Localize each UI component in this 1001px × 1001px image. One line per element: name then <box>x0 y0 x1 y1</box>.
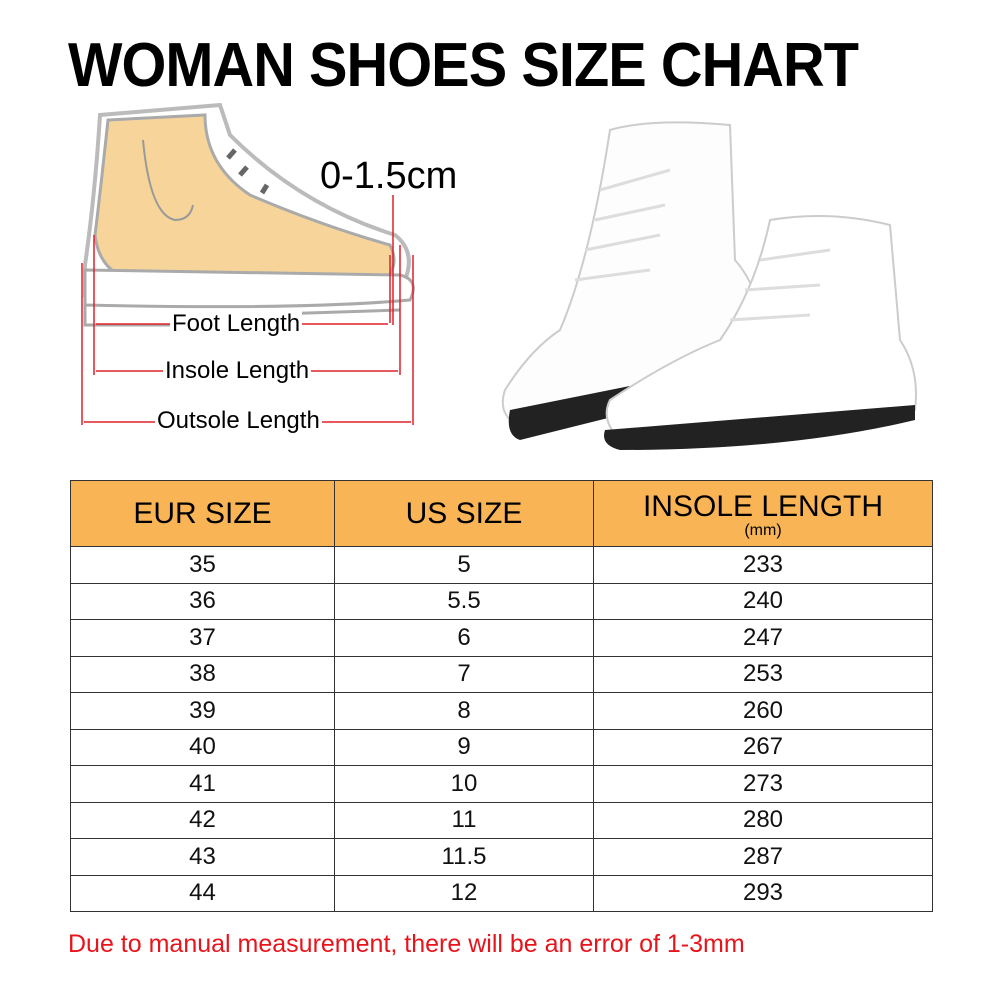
insole-length-cell: 260 <box>593 692 933 730</box>
header-eur-size: EUR SIZE <box>70 480 335 547</box>
outsole-length-label: Outsole Length <box>155 407 322 435</box>
table-row: 42 11 280 <box>70 801 933 839</box>
insole-length-cell: 267 <box>593 728 933 766</box>
table-row: 37 6 247 <box>70 619 933 657</box>
header-insole-length-label: INSOLE LENGTH <box>642 489 884 523</box>
measurement-error-note: Due to manual measurement, there will be… <box>68 930 745 958</box>
eur-size-cell: 38 <box>70 655 335 693</box>
table-row: 44 12 293 <box>70 874 933 912</box>
foot-length-label: Foot Length <box>170 310 303 338</box>
table-row: 43 11.5 287 <box>70 838 933 876</box>
insole-length-cell: 233 <box>593 546 933 584</box>
eur-size-cell: 39 <box>70 692 335 730</box>
table-row: 40 9 267 <box>70 728 933 766</box>
table-header-row: EUR SIZE US SIZE INSOLE LENGTH (mm) <box>70 480 933 547</box>
us-size-cell: 5 <box>334 546 594 584</box>
white-sneakers-image <box>501 121 917 450</box>
us-size-cell: 9 <box>334 728 594 766</box>
header-insole-length: INSOLE LENGTH (mm) <box>593 480 933 547</box>
insole-length-cell: 240 <box>593 582 933 620</box>
header-unit: (mm) <box>744 521 782 539</box>
eur-size-cell: 43 <box>70 838 335 876</box>
eur-size-cell: 41 <box>70 765 335 803</box>
eur-size-cell: 44 <box>70 874 335 912</box>
insole-length-cell: 293 <box>593 874 933 912</box>
size-chart-table: EUR SIZE US SIZE INSOLE LENGTH (mm) 35 5 23… <box>70 480 933 912</box>
eur-size-cell: 40 <box>70 728 335 766</box>
us-size-cell: 5.5 <box>334 582 594 620</box>
us-size-cell: 11 <box>334 801 594 839</box>
table-row: 38 7 253 <box>70 655 933 693</box>
table-row: 36 5.5 240 <box>70 582 933 620</box>
us-size-cell: 7 <box>334 655 594 693</box>
eur-size-cell: 42 <box>70 801 335 839</box>
eur-size-cell: 36 <box>70 582 335 620</box>
header-us-size: US SIZE <box>334 480 594 547</box>
page-title: WOMAN SHOES SIZE CHART <box>68 31 859 100</box>
us-size-cell: 10 <box>334 765 594 803</box>
insole-length-cell: 253 <box>593 655 933 693</box>
toe-allowance-label: 0-1.5cm <box>320 155 458 197</box>
table-row: 39 8 260 <box>70 692 933 730</box>
insole-length-cell: 280 <box>593 801 933 839</box>
foot-in-shoe-illustration <box>81 102 415 425</box>
insole-length-cell: 247 <box>593 619 933 657</box>
insole-length-cell: 273 <box>593 765 933 803</box>
table-row: 41 10 273 <box>70 765 933 803</box>
eur-size-cell: 35 <box>70 546 335 584</box>
us-size-cell: 11.5 <box>334 838 594 876</box>
insole-length-cell: 287 <box>593 838 933 876</box>
insole-length-label: Insole Length <box>163 357 312 385</box>
us-size-cell: 8 <box>334 692 594 730</box>
foot-measurement-diagram: Foot Length Insole Length Outsole Length <box>0 95 480 445</box>
table-row: 35 5 233 <box>70 546 933 584</box>
us-size-cell: 12 <box>334 874 594 912</box>
eur-size-cell: 37 <box>70 619 335 657</box>
us-size-cell: 6 <box>334 619 594 657</box>
